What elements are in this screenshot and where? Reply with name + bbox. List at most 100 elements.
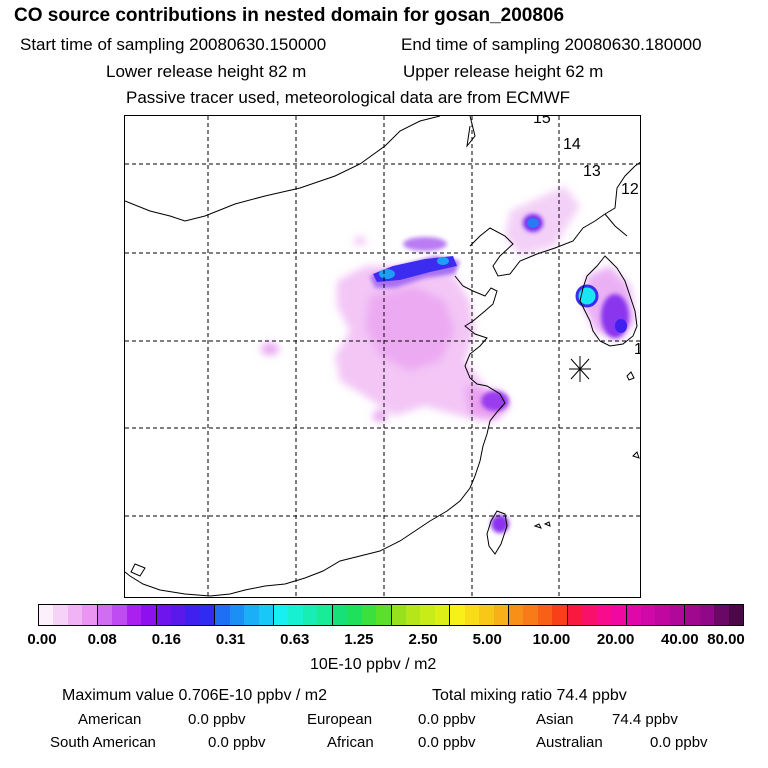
colorbar-swatch <box>479 605 494 625</box>
trajectory-label-15: 15 <box>533 115 551 127</box>
end-time: End time of sampling 20080630.180000 <box>401 35 702 54</box>
plume-small-1 <box>373 410 387 422</box>
region-value-african: 0.0 ppbv <box>418 734 476 751</box>
colorbar-swatch <box>552 605 568 625</box>
colorbar-swatch <box>39 605 54 625</box>
colorbar-swatch <box>244 605 259 625</box>
colorbar-swatch <box>464 605 480 625</box>
colorbar-swatch <box>258 605 274 625</box>
plume-seoul-peak <box>575 284 599 308</box>
colorbar-swatch <box>97 605 113 625</box>
colorbar-tick-label: 2.50 <box>408 631 438 648</box>
lower-release-height: Lower release height 82 m <box>106 62 307 81</box>
colorbar-swatch <box>655 605 670 625</box>
colorbar-tick-label: 0.63 <box>280 631 310 648</box>
colorbar-swatch <box>596 605 612 625</box>
colorbar-tick-label: 0.16 <box>151 631 181 648</box>
colorbar-swatch <box>626 605 641 625</box>
korea-border <box>604 213 628 237</box>
colorbar-swatch <box>347 605 362 625</box>
region-name-african: African <box>327 734 374 751</box>
coast-korea <box>579 255 638 347</box>
maximum-value: Maximum value 0.706E-10 ppbv / m2 <box>62 687 328 704</box>
colorbar-tick-label: 80.00 <box>707 631 745 648</box>
region-name-asian: Asian <box>536 711 574 728</box>
colorbar-swatch <box>199 605 216 625</box>
colorbar-swatch <box>450 605 465 625</box>
colorbar-swatch <box>53 605 68 625</box>
colorbar-swatch <box>229 605 245 625</box>
colorbar-swatch <box>523 605 538 625</box>
colorbar-tick-label: 10.00 <box>532 631 571 648</box>
region-name-european: European <box>307 711 373 728</box>
region-name-south-american: South American <box>50 734 156 751</box>
colorbar-swatch <box>288 605 303 625</box>
map-graphic <box>125 116 640 597</box>
coast-taiwan <box>486 510 508 555</box>
colorbar-tick-label: 1.25 <box>344 631 374 648</box>
colorbar-swatch <box>728 605 743 625</box>
colorbar-swatch <box>185 605 200 625</box>
colorbar-swatch <box>669 605 686 625</box>
plume-korea-blue <box>615 319 627 333</box>
colorbar-swatch <box>126 605 142 625</box>
colorbar-swatch <box>391 605 406 625</box>
colorbar-tick-label: 0.31 <box>215 631 246 648</box>
plume-small-2 <box>354 237 366 245</box>
region-value-asian: 74.4 ppbv <box>612 711 678 728</box>
colorbar-swatch <box>376 605 392 625</box>
colorbar-swatch <box>420 605 435 625</box>
plume-beijing-top <box>403 237 447 251</box>
colorbar-swatch <box>332 605 348 625</box>
total-mixing-ratio: Total mixing ratio 74.4 ppbv <box>432 687 627 704</box>
start-time: Start time of sampling 20080630.150000 <box>20 35 327 54</box>
colorbar-swatch <box>699 605 715 625</box>
colorbar-swatch <box>537 605 553 625</box>
colorbar-swatch <box>274 605 289 625</box>
colorbar-swatch <box>156 605 171 625</box>
border-north <box>125 116 441 222</box>
colorbar-swatch <box>405 605 421 625</box>
colorbar-unit: 10E-10 ppbv / m2 <box>310 656 437 673</box>
region-value-european: 0.0 ppbv <box>418 711 476 728</box>
lat-lon-grid <box>125 116 640 597</box>
plume-shanghai-core <box>481 391 509 411</box>
plume-peak-2 <box>437 257 449 265</box>
region-value-american: 0.0 ppbv <box>188 711 246 728</box>
colorbar-swatch <box>302 605 318 625</box>
colorbar-swatch <box>582 605 597 625</box>
islands-japan-2 <box>632 451 640 459</box>
colorbar-swatch <box>611 605 627 625</box>
colorbar-tick-label: 40.00 <box>661 631 699 648</box>
receptor-asterisk <box>569 356 591 382</box>
colorbar-swatch <box>493 605 509 625</box>
trajectory-label-14: 14 <box>563 136 581 153</box>
trajectory-label-1: 1 <box>634 341 640 359</box>
colorbar-swatch <box>640 605 656 625</box>
coast-china-east <box>469 161 640 277</box>
plume-taiwan-core <box>491 515 509 533</box>
region-value-australian: 0.0 ppbv <box>650 734 708 751</box>
colorbar-swatch <box>112 605 127 625</box>
colorbar-swatch <box>215 605 230 625</box>
region-name-american: American <box>78 711 142 728</box>
region-value-south-american: 0.0 ppbv <box>208 734 266 751</box>
trajectory-label-12: 12 <box>621 181 639 198</box>
colorbar-swatch <box>82 605 98 625</box>
colorbar-swatch <box>685 605 700 625</box>
colorbar-tick-label: 20.00 <box>596 631 635 648</box>
border-northeast <box>466 116 476 148</box>
colorbar <box>38 604 744 626</box>
colorbar-swatch <box>567 605 583 625</box>
upper-release-height: Upper release height 62 m <box>403 62 604 81</box>
plume-west <box>261 343 279 355</box>
trajectory-label-13: 13 <box>583 163 601 180</box>
coast-bohai <box>125 275 506 597</box>
plume-northeast-peak <box>527 218 539 228</box>
colorbar-swatch <box>714 605 729 625</box>
colorbar-tick-label: 5.00 <box>472 631 502 648</box>
island-hainan <box>130 563 146 577</box>
plume-beijing-peak <box>379 269 395 279</box>
plume-central <box>365 286 455 371</box>
map-title: CO source contributions in nested domain… <box>14 5 565 26</box>
